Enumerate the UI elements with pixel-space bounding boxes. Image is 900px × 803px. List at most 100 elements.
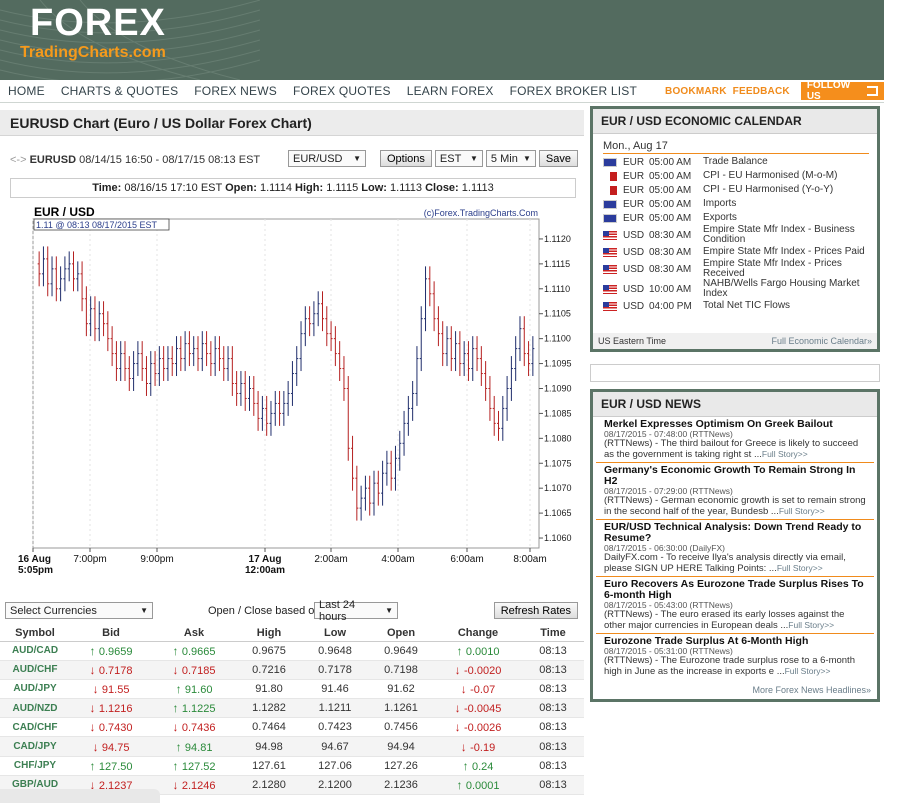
event-name: NAHB/Wells Fargo Housing Market Index <box>703 278 860 299</box>
quote-row[interactable]: CHF/JPY ↑ 127.50 ↑ 127.52 127.61 127.06 127.2… <box>0 756 584 776</box>
quote-row[interactable]: CAD/CHF ↓ 0.7430 ↓ 0.7436 0.7464 0.7423 0.745… <box>0 717 584 738</box>
timezone-select[interactable]: EST ▼ <box>434 150 483 167</box>
event-time: 08:30 AM <box>649 229 692 241</box>
news-item[interactable]: Germany's Economic Growth To Remain Stro… <box>596 463 874 520</box>
news-item[interactable]: EUR/USD Technical Analysis: Down Trend R… <box>596 520 874 577</box>
news-summary: (RTTNews) - German economic growth is se… <box>604 496 868 517</box>
candle <box>209 341 213 377</box>
bookmark-link[interactable]: BOOKMARK <box>665 85 727 97</box>
change-cell: ↓ -0.0045 <box>434 698 522 719</box>
event-time: 04:00 PM <box>649 300 692 312</box>
quote-row[interactable]: AUD/CAD ↑ 0.9659 ↑ 0.9665 0.9675 0.9648 0.964… <box>0 641 584 661</box>
col-bid[interactable]: Bid <box>70 625 152 642</box>
quote-row[interactable]: AUD/CHF ↓ 0.7178 ↓ 0.7185 0.7216 0.7178 0.719… <box>0 660 584 680</box>
candle <box>351 435 355 491</box>
candle <box>458 331 462 377</box>
full-story-link[interactable]: Full Story>> <box>761 449 808 459</box>
change-cell-value: 0.0001 <box>465 779 500 792</box>
news-item[interactable]: Eurozone Trade Surplus At 6-Month High 08… <box>596 634 874 679</box>
arrow-up-icon: ↑ <box>172 758 182 773</box>
calendar-event[interactable]: USD 04:00 PM Total Net TIC Flows <box>593 299 877 313</box>
quote-row[interactable]: AUD/JPY ↓ 91.55 ↑ 91.60 91.80 91.46 91.62 ↓ -0… <box>0 679 584 700</box>
basis-select[interactable]: Last 24 hours ▼ <box>314 599 398 623</box>
options-button[interactable]: Options <box>380 150 432 167</box>
arrows-icon[interactable]: <-> <box>10 154 27 166</box>
follow-us-button[interactable]: FOLLOW US <box>800 80 884 102</box>
full-story-link[interactable]: Full Story>> <box>776 563 823 573</box>
us-canton <box>603 247 609 253</box>
calendar-event[interactable]: EUR 05:00 AM CPI - EU Harmonised (M-o-M) <box>593 169 877 183</box>
col-time[interactable]: Time <box>522 625 584 642</box>
nav-broker-list[interactable]: FOREX BROKER LIST <box>509 84 638 98</box>
nav-forex-quotes[interactable]: FOREX QUOTES <box>292 84 391 98</box>
ask-cell: ↑ 0.9665 <box>152 641 236 661</box>
time-cell: 08:13 <box>522 679 584 700</box>
candle <box>432 281 436 332</box>
news-headline[interactable]: Germany's Economic Growth To Remain Stro… <box>604 464 856 487</box>
calendar-event[interactable]: USD 08:30 AM Empire State Mfr Index - Pric… <box>593 245 877 259</box>
currency-select[interactable]: Select Currencies ▼ <box>5 602 153 619</box>
candle <box>333 326 337 367</box>
col-ask[interactable]: Ask <box>152 625 236 642</box>
col-change[interactable]: Change <box>434 625 522 642</box>
refresh-rates-button[interactable]: Refresh Rates <box>493 602 578 619</box>
candle <box>144 356 148 396</box>
nav-forex-news[interactable]: FOREX NEWS <box>194 84 277 98</box>
full-calendar-link[interactable]: Full Economic Calendar» <box>771 336 872 346</box>
low-cell: 127.06 <box>302 756 368 776</box>
col-high[interactable]: High <box>236 625 302 642</box>
save-button[interactable]: Save <box>538 150 578 167</box>
news-item[interactable]: Euro Recovers As Eurozone Trade Surplus … <box>596 577 874 634</box>
y-tick-label: 1.1095 <box>544 359 572 369</box>
event-time: 10:00 AM <box>649 283 692 295</box>
arrow-down-icon: ↓ <box>172 662 182 677</box>
col-low[interactable]: Low <box>302 625 368 642</box>
calendar-event[interactable]: USD 08:30 AM Empire State Mfr Index - Pric… <box>593 259 877 279</box>
candle <box>235 371 239 406</box>
feedback-link[interactable]: FEEDBACK <box>732 85 790 97</box>
quote-row[interactable]: CAD/JPY ↓ 94.75 ↑ 94.81 94.98 94.67 94.94 ↓ -0… <box>0 736 584 757</box>
calendar-event[interactable]: USD 10:00 AM NAHB/Wells Fargo Housing Mark… <box>593 279 877 299</box>
candle <box>252 376 256 416</box>
change-cell-value: -0.0026 <box>464 722 502 735</box>
news-date: 08/17/2015 - 07:48:00 (RTTNews) <box>604 429 733 439</box>
quotes-header-row: Symbol Bid Ask High Low Open Change Time <box>0 625 584 642</box>
candle <box>170 346 174 377</box>
event-currency: EUR <box>623 198 645 210</box>
col-open[interactable]: Open <box>368 625 434 642</box>
candle <box>76 261 80 292</box>
full-story-link[interactable]: Full Story>> <box>788 620 835 630</box>
logo-subtitle[interactable]: TradingCharts.com <box>20 44 166 61</box>
calendar-event[interactable]: EUR 05:00 AM Exports <box>593 211 877 225</box>
news-headline[interactable]: EUR/USD Technical Analysis: Down Trend R… <box>604 521 862 544</box>
news-headline[interactable]: Merkel Expresses Optimism On Greek Bailo… <box>604 418 833 430</box>
nav-home[interactable]: HOME <box>8 84 45 98</box>
candle <box>265 395 269 436</box>
col-symbol[interactable]: Symbol <box>0 625 70 642</box>
logo-title[interactable]: FOREX <box>30 2 166 44</box>
price-chart[interactable]: 1.1120 1.1115 1.1110 1.1105 1.1100 1.1095 1.10… <box>0 204 584 584</box>
nav-learn-forex[interactable]: LEARN FOREX <box>406 84 494 98</box>
news-summary-text: (RTTNews) - The Eurozone trade surplus r… <box>604 655 855 677</box>
calendar-event[interactable]: EUR 05:00 AM Imports <box>593 197 877 211</box>
calendar-event[interactable]: EUR 05:00 AM CPI - EU Harmonised (Y-o-Y) <box>593 183 877 197</box>
quote-row[interactable]: AUD/NZD ↓ 1.1216 ↑ 1.1225 1.1282 1.1211 1.126… <box>0 698 584 719</box>
nav-charts-quotes[interactable]: CHARTS & QUOTES <box>60 84 179 98</box>
open-cell: 0.7198 <box>368 660 434 680</box>
bid-cell-value: 0.9659 <box>98 645 133 658</box>
calendar-event[interactable]: EUR 05:00 AM Trade Balance <box>593 155 877 169</box>
news-item[interactable]: Merkel Expresses Optimism On Greek Bailo… <box>596 417 874 463</box>
full-story-link[interactable]: Full Story>> <box>784 666 831 676</box>
interval-select[interactable]: 5 Min ▼ <box>485 150 536 167</box>
calendar-event[interactable]: USD 08:30 AM Empire State Mfr Index - Busi… <box>593 225 877 245</box>
news-headline[interactable]: Eurozone Trade Surplus At 6-Month High <box>604 635 809 647</box>
chart-title: EUR / USD <box>34 205 95 219</box>
more-news-link[interactable]: More Forex News Headlines» <box>752 685 871 695</box>
main-nav: HOME CHARTS & QUOTES FOREX NEWS FOREX QU… <box>0 80 884 103</box>
candle <box>488 376 492 421</box>
high-cell: 1.1282 <box>236 698 302 719</box>
news-headline[interactable]: Euro Recovers As Eurozone Trade Surplus … <box>604 578 864 601</box>
pair-select[interactable]: EUR/USD ▼ <box>288 150 366 167</box>
full-story-link[interactable]: Full Story>> <box>778 506 825 516</box>
event-name: Empire State Mfr Index - Business Condit… <box>703 224 855 245</box>
